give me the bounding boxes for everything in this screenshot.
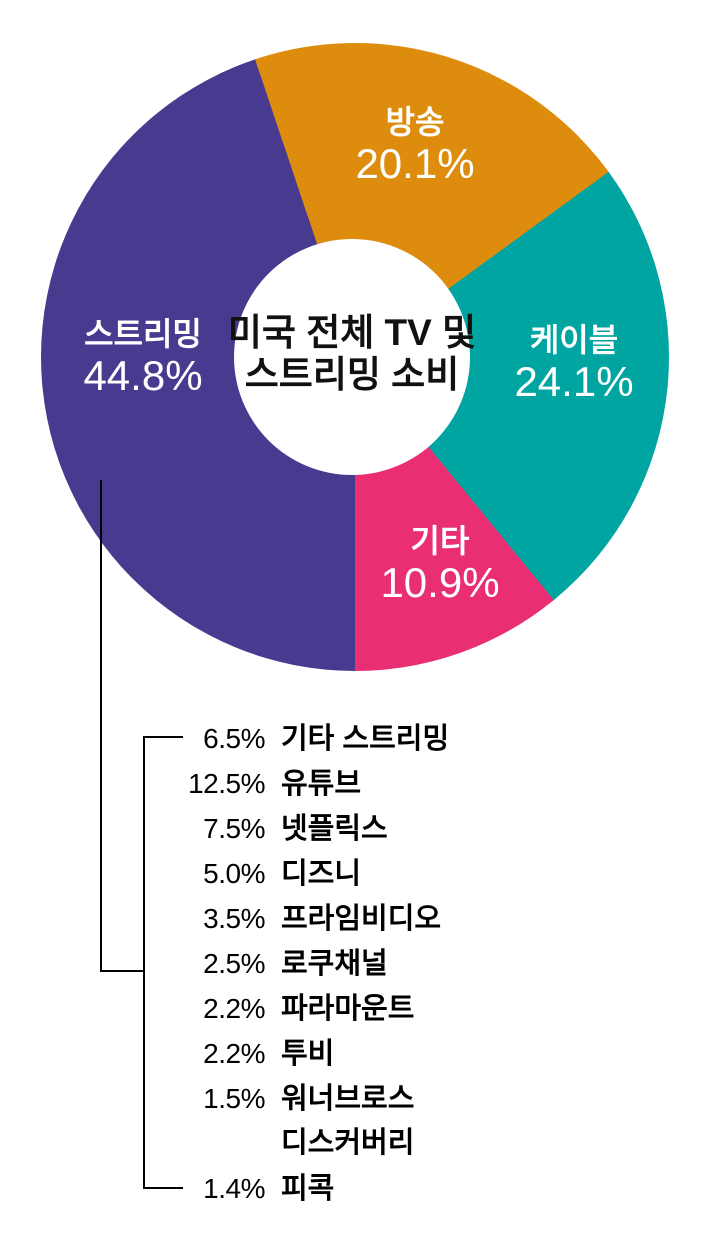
breakdown-row: 1.4% 피콕 — [0, 1166, 560, 1211]
breakdown-name: 넷플릭스 — [281, 813, 388, 845]
chart-title-line2: 스트리밍 소비 — [244, 354, 460, 395]
breakdown-name: 프라임비디오 — [281, 903, 442, 935]
breakdown-name: 기타 스트리밍 — [281, 723, 450, 755]
breakdown-row: 6.5% 기타 스트리밍 — [0, 716, 560, 761]
breakdown-name: 디스커버리 — [281, 1127, 415, 1159]
breakdown-row: 2.5% 로쿠채널 — [0, 941, 560, 986]
breakdown-name: 디즈니 — [281, 858, 362, 890]
breakdown-name: 워너브로스 — [281, 1083, 415, 1115]
breakdown-name: 로쿠채널 — [281, 948, 388, 980]
slice-name-streaming: 스트리밍 — [84, 316, 202, 352]
breakdown-name: 유튜브 — [281, 768, 362, 800]
breakdown-name: 투비 — [281, 1038, 335, 1070]
breakdown-row: 3.5% 프라임비디오 — [0, 896, 560, 941]
slice-percent-streaming: 44.8% — [83, 352, 203, 399]
breakdown-row: 디스커버리 — [0, 1121, 560, 1166]
slice-label-cable: 케이블 24.1% — [454, 321, 694, 405]
breakdown-percent: 2.2% — [203, 993, 265, 1024]
chart-center-title: 미국 전체 TV 및 스트리밍 소비 — [202, 312, 502, 396]
slice-percent-other: 10.9% — [380, 559, 500, 606]
bracket-line-vertical — [143, 736, 145, 1189]
breakdown-row: 5.0% 디즈니 — [0, 851, 560, 896]
breakdown-percent: 6.5% — [203, 723, 265, 754]
slice-label-broadcast: 방송 20.1% — [295, 103, 535, 187]
donut-hole — [234, 239, 470, 475]
leader-line-horizontal — [100, 970, 145, 972]
breakdown-percent: 2.2% — [203, 1038, 265, 1069]
breakdown-percent: 12.5% — [188, 768, 265, 799]
breakdown-percent: 7.5% — [203, 813, 265, 844]
breakdown-percent: 1.4% — [203, 1173, 265, 1204]
slice-label-other: 기타 10.9% — [320, 522, 560, 606]
breakdown-percent: 3.5% — [203, 903, 265, 934]
breakdown-row: 7.5% 넷플릭스 — [0, 806, 560, 851]
chart-title-line1: 미국 전체 TV 및 — [227, 312, 477, 353]
breakdown-percent: 5.0% — [203, 858, 265, 889]
breakdown-name: 파라마운트 — [281, 993, 415, 1025]
slice-label-streaming: 스트리밍 44.8% — [23, 315, 263, 399]
slice-name-other: 기타 — [410, 523, 470, 559]
slice-name-broadcast: 방송 — [385, 104, 445, 140]
breakdown-list: 6.5% 기타 스트리밍 12.5% 유튜브 7.5% 넷플릭스 5.0% 디즈니 3.5% 프라… — [0, 716, 560, 1211]
breakdown-row: 1.5% 워너브로스 — [0, 1076, 560, 1121]
breakdown-row: 2.2% 투비 — [0, 1031, 560, 1076]
slice-name-cable: 케이블 — [529, 322, 619, 358]
breakdown-percent: 1.5% — [203, 1083, 265, 1114]
leader-line-vertical — [100, 480, 102, 972]
bracket-tick-top — [143, 736, 183, 738]
breakdown-name: 피콕 — [281, 1173, 335, 1205]
slice-percent-broadcast: 20.1% — [355, 140, 475, 187]
slice-percent-cable: 24.1% — [514, 358, 634, 405]
breakdown-percent: 2.5% — [203, 948, 265, 979]
bracket-tick-bottom — [143, 1187, 183, 1189]
breakdown-row: 2.2% 파라마운트 — [0, 986, 560, 1031]
breakdown-row: 12.5% 유튜브 — [0, 761, 560, 806]
